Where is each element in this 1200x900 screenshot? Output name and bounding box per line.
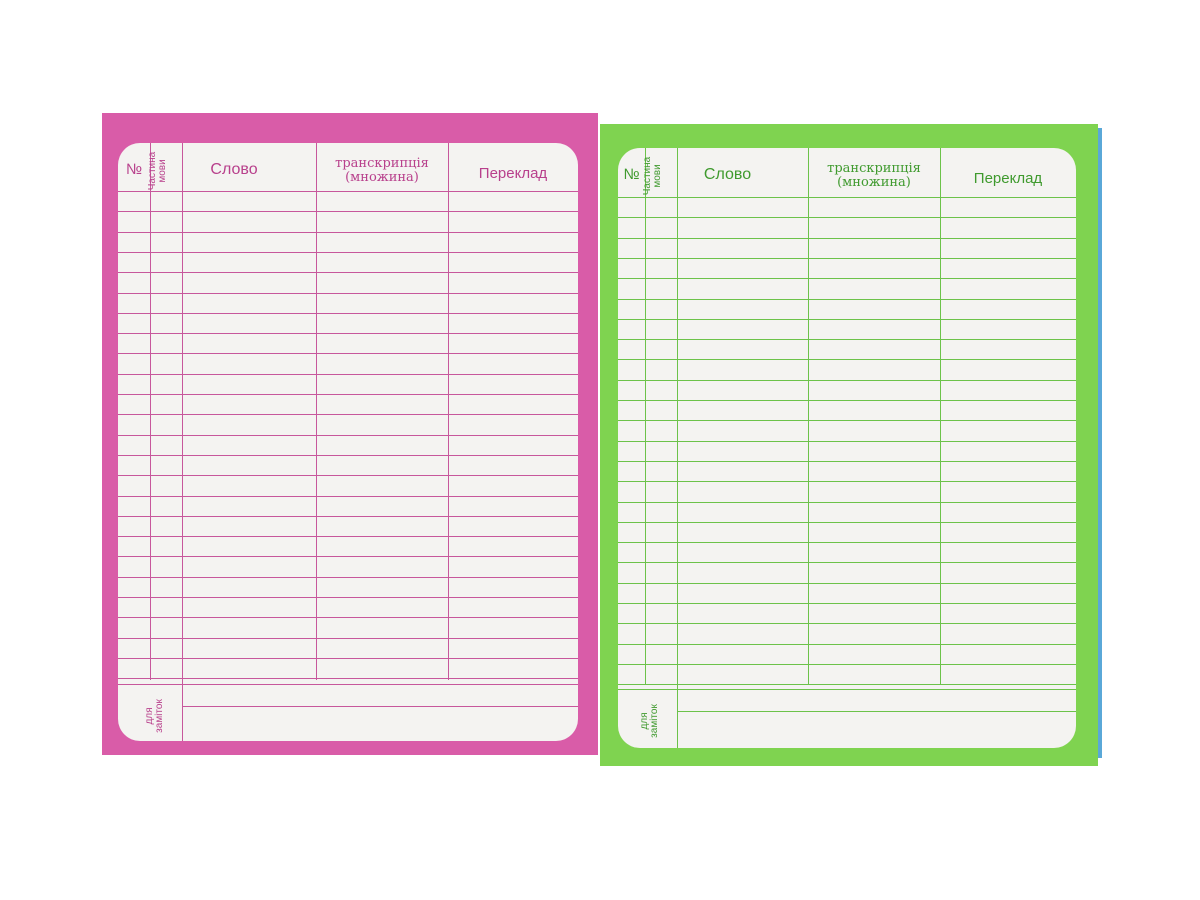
table-row-line: [118, 394, 578, 395]
table-row-line: [118, 312, 578, 314]
table-row-line: [618, 481, 1076, 483]
header-part-of-speech: Частина мови: [642, 156, 663, 196]
table-row-line: [118, 353, 578, 355]
table-row-line: [618, 237, 1076, 239]
column-line: [808, 148, 809, 685]
header-number: №: [623, 166, 640, 183]
table-row-line: [618, 420, 1076, 422]
notes-line: [677, 711, 1076, 712]
table-row-line: [618, 603, 1076, 604]
table-row-line: [118, 414, 578, 416]
header-part-of-speech: Частина мови: [147, 151, 168, 191]
table-row-line: [118, 272, 578, 274]
table-row-line: [618, 562, 1076, 564]
header-plural: (множина): [345, 170, 419, 185]
table-row-line: [118, 515, 578, 517]
table-row-line: [118, 333, 578, 335]
table-row-line: [618, 440, 1076, 442]
table-row-line: [118, 191, 578, 192]
table-row-line: [618, 318, 1076, 320]
table-row-line: [118, 251, 578, 253]
header-word: Слово: [703, 166, 752, 183]
table-row-line: [118, 292, 578, 294]
table-row-line: [618, 542, 1076, 544]
header-translation: Переклад: [478, 165, 548, 182]
table-row-line: [618, 582, 1076, 584]
table-row-line: [618, 278, 1076, 280]
table-row-line: [618, 521, 1076, 523]
table-row-line: [118, 495, 578, 497]
table-row-line: [618, 400, 1076, 401]
column-line: [645, 148, 646, 685]
table-row-line: [618, 197, 1076, 198]
table-row-line: [118, 373, 578, 375]
table-row-line: [618, 643, 1076, 645]
notes-label: для заміток: [144, 699, 165, 733]
table-row-line: [618, 359, 1076, 361]
table-row-line: [618, 501, 1076, 503]
table-row-line: [618, 339, 1076, 341]
notes-divider: [118, 684, 578, 685]
notes-label: для заміток: [639, 704, 660, 738]
table-row-line: [118, 434, 578, 436]
table-row-line: [618, 298, 1076, 300]
spine-blue-edge: [1094, 128, 1102, 758]
table-row-line: [618, 217, 1076, 219]
column-line: [677, 148, 678, 748]
table-row-line: [618, 379, 1076, 381]
table-row-line: [618, 663, 1076, 665]
column-line: [448, 143, 449, 680]
notes-divider: [618, 689, 1076, 690]
header-number: №: [125, 161, 143, 178]
table-row-line: [118, 231, 578, 233]
table-row-line: [118, 211, 578, 213]
column-line: [150, 143, 151, 680]
table-row-line: [118, 576, 578, 578]
header-word: Слово: [210, 161, 258, 178]
right-vocabulary-table: № Частина мови Слово транскрипція (множина) П…: [618, 148, 1076, 748]
header-transcription: транскрипція: [827, 161, 921, 176]
table-row-line: [118, 454, 578, 456]
column-line: [316, 143, 317, 680]
table-row-line: [618, 257, 1076, 259]
column-line: [940, 148, 941, 685]
header-translation: Переклад: [973, 170, 1043, 187]
header-plural: (множина): [837, 175, 911, 190]
left-vocabulary-table: № Частина мови Слово транскрипція (множина) П…: [118, 143, 578, 741]
table-row-line: [618, 460, 1076, 462]
table-row-line: [118, 536, 578, 538]
table-row-line: [118, 617, 578, 619]
notes-line: [182, 706, 578, 707]
table-row-line: [118, 597, 578, 598]
table-row-line: [118, 678, 578, 680]
header-transcription: транскрипція: [335, 156, 429, 171]
table-row-line: [618, 623, 1076, 625]
table-row-line: [118, 556, 578, 558]
table-row-line: [118, 637, 578, 639]
column-line: [182, 143, 183, 741]
table-row-line: [618, 684, 1076, 686]
table-row-line: [118, 657, 578, 659]
table-row-line: [118, 475, 578, 477]
